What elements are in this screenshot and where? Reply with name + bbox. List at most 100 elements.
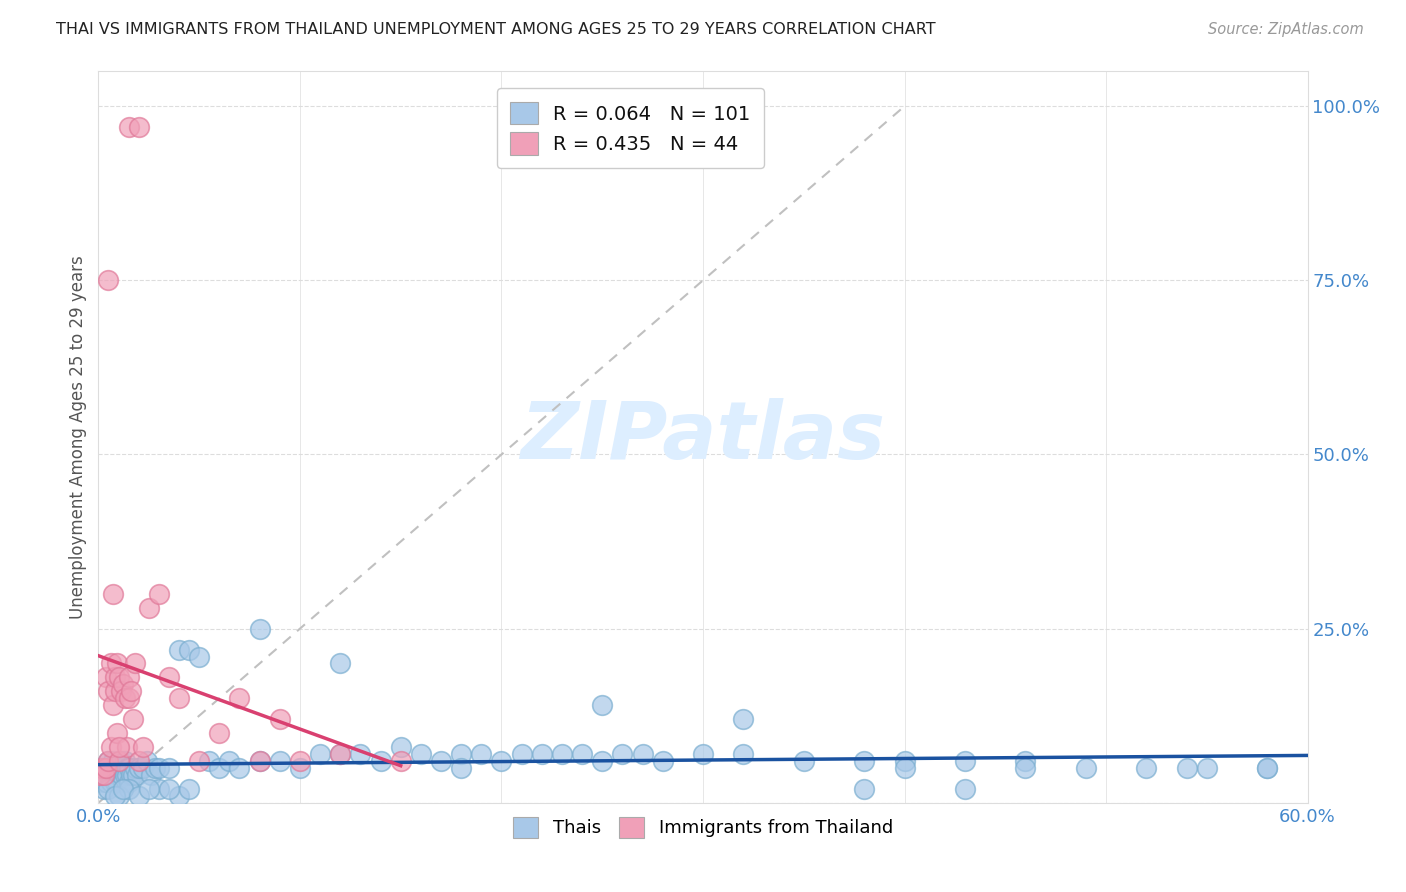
Point	[96, 761, 118, 775]
Point	[188, 754, 211, 768]
Point	[97, 781, 120, 796]
Point	[118, 120, 141, 134]
Point	[269, 754, 291, 768]
Point	[1135, 761, 1157, 775]
Point	[96, 761, 118, 775]
Point	[430, 754, 453, 768]
Point	[157, 761, 180, 775]
Point	[125, 768, 148, 782]
Point	[103, 670, 125, 684]
Point	[107, 789, 129, 803]
Point	[100, 775, 122, 789]
Point	[105, 726, 128, 740]
Point	[389, 754, 412, 768]
Point	[450, 747, 472, 761]
Point	[100, 761, 122, 775]
Point	[93, 768, 115, 782]
Point	[97, 754, 120, 768]
Point	[1014, 761, 1036, 775]
Point	[107, 670, 129, 684]
Point	[132, 761, 155, 775]
Point	[1256, 761, 1278, 775]
Point	[128, 754, 150, 768]
Point	[1074, 761, 1097, 775]
Text: THAI VS IMMIGRANTS FROM THAILAND UNEMPLOYMENT AMONG AGES 25 TO 29 YEARS CORRELAT: THAI VS IMMIGRANTS FROM THAILAND UNEMPLO…	[56, 22, 936, 37]
Point	[138, 600, 160, 615]
Point	[953, 781, 976, 796]
Point	[1195, 761, 1218, 775]
Point	[179, 642, 201, 657]
Point	[118, 761, 141, 775]
Point	[110, 768, 132, 782]
Point	[118, 691, 141, 706]
Point	[132, 740, 155, 755]
Point	[97, 273, 120, 287]
Point	[329, 657, 352, 671]
Point	[111, 775, 134, 789]
Point	[114, 768, 136, 782]
Point	[107, 754, 129, 768]
Point	[167, 642, 190, 657]
Point	[118, 781, 141, 796]
Point	[97, 768, 120, 782]
Point	[97, 684, 120, 698]
Point	[228, 761, 250, 775]
Point	[100, 657, 122, 671]
Point	[93, 768, 115, 782]
Point	[470, 747, 492, 761]
Point	[288, 761, 311, 775]
Point	[96, 670, 118, 684]
Point	[491, 754, 513, 768]
Point	[107, 761, 129, 775]
Point	[198, 754, 221, 768]
Point	[157, 781, 180, 796]
Point	[329, 747, 352, 761]
Point	[631, 747, 654, 761]
Point	[115, 768, 138, 782]
Point	[591, 698, 613, 713]
Point	[110, 754, 132, 768]
Point	[115, 761, 138, 775]
Point	[228, 691, 250, 706]
Point	[118, 775, 141, 789]
Point	[101, 587, 124, 601]
Text: Source: ZipAtlas.com: Source: ZipAtlas.com	[1208, 22, 1364, 37]
Point	[121, 768, 143, 782]
Point	[103, 775, 125, 789]
Point	[571, 747, 593, 761]
Point	[733, 747, 755, 761]
Point	[309, 747, 332, 761]
Point	[121, 712, 143, 726]
Point	[89, 768, 111, 782]
Legend: Thais, Immigrants from Thailand: Thais, Immigrants from Thailand	[506, 810, 900, 845]
Point	[208, 726, 231, 740]
Point	[208, 761, 231, 775]
Point	[692, 747, 714, 761]
Point	[100, 740, 122, 755]
Point	[551, 747, 574, 761]
Point	[124, 761, 146, 775]
Point	[120, 684, 142, 698]
Point	[249, 754, 271, 768]
Point	[103, 684, 125, 698]
Text: ZIPatlas: ZIPatlas	[520, 398, 886, 476]
Point	[389, 740, 412, 755]
Point	[329, 747, 352, 761]
Point	[110, 684, 132, 698]
Point	[409, 747, 432, 761]
Point	[167, 691, 190, 706]
Point	[128, 120, 150, 134]
Point	[103, 761, 125, 775]
Point	[612, 747, 634, 761]
Point	[179, 781, 201, 796]
Point	[853, 754, 876, 768]
Point	[128, 761, 150, 775]
Point	[114, 754, 136, 768]
Point	[111, 677, 134, 691]
Point	[111, 761, 134, 775]
Point	[97, 754, 120, 768]
Point	[135, 754, 157, 768]
Point	[249, 622, 271, 636]
Point	[893, 754, 915, 768]
Point	[138, 781, 160, 796]
